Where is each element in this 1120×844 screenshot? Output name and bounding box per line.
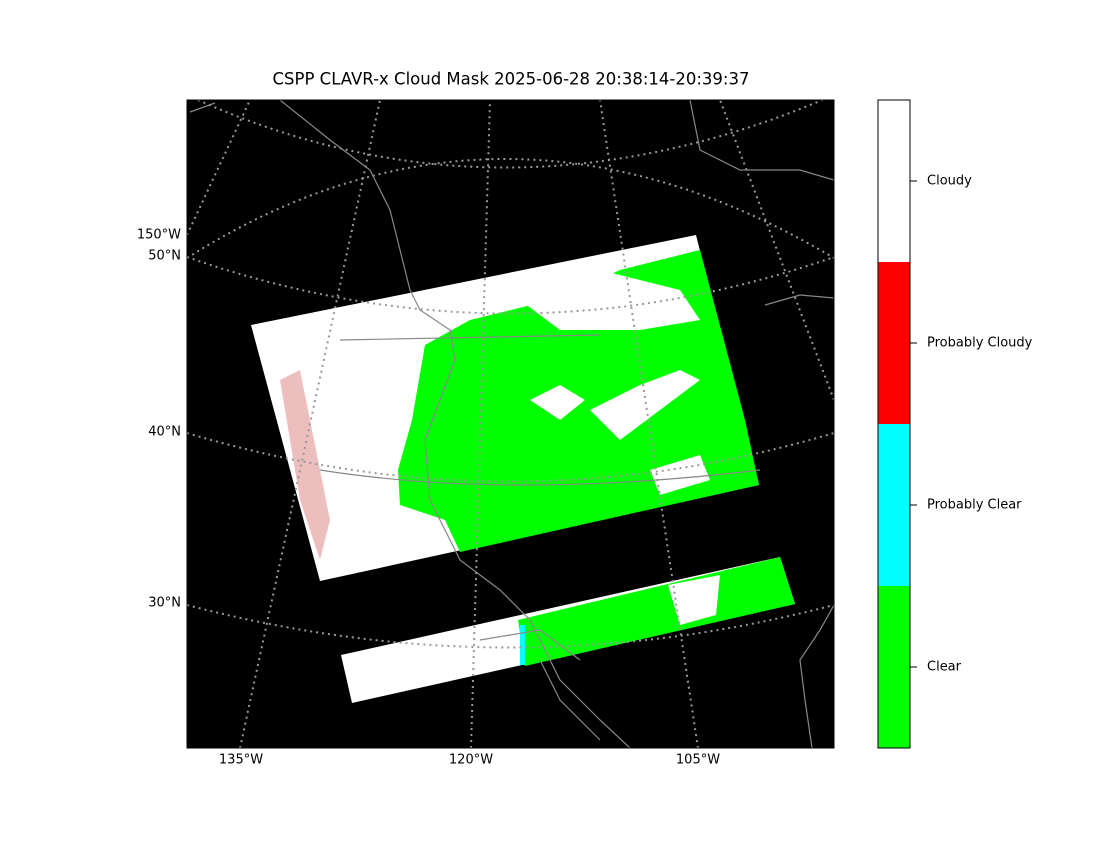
- coastline: [689, 100, 834, 748]
- graticule: [195, 100, 825, 169]
- coastline: [189, 100, 631, 748]
- map-frame: [186, 99, 835, 749]
- colorbar-frame: [877, 99, 911, 749]
- graticule: [187, 100, 251, 236]
- lat-label: 150°W: [137, 228, 181, 243]
- colorbar-label: Cloudy: [927, 174, 972, 189]
- cloud-area: [530, 385, 585, 420]
- lat-label: 30°N: [148, 596, 181, 611]
- colorbar-segment: [878, 262, 910, 424]
- probably-clear-area: [520, 625, 525, 665]
- colorbar: Cloudy Probably Cloudy Probably Clear Clear: [877, 99, 1033, 749]
- cloud-area: [668, 575, 720, 625]
- border: [319, 334, 761, 661]
- colorbar-segment: [878, 424, 910, 586]
- clear-area: [518, 557, 795, 666]
- colorbar-label: Probably Clear: [927, 498, 1022, 513]
- colorbar-segment: [878, 586, 910, 748]
- colorbar-segment: [878, 100, 910, 262]
- map: [186, 99, 835, 749]
- coastline: [539, 659, 601, 741]
- cloud-area: [520, 270, 700, 330]
- lon-label: 135°W: [219, 753, 263, 768]
- colorbar-label: Clear: [927, 660, 962, 675]
- graticule: [187, 158, 834, 259]
- graticule: [239, 100, 381, 748]
- cloud-area: [650, 455, 710, 495]
- graticule: [187, 256, 834, 315]
- colorbar-label: Probably Cloudy: [927, 336, 1033, 351]
- graticule: [599, 100, 699, 748]
- mixed-area: [280, 370, 330, 560]
- graticule: [470, 100, 491, 748]
- title: CSPP CLAVR-x Cloud Mask 2025-06-28 20:38…: [273, 70, 750, 89]
- cloud-area: [590, 370, 700, 440]
- lat-label: 50°N: [148, 249, 181, 264]
- lon-label: 120°W: [449, 753, 493, 768]
- lat-label: 40°N: [148, 425, 181, 440]
- lon-label: 105°W: [676, 753, 720, 768]
- map-labels: 135°W 120°W 105°W 150°W 50°N 40°N 30°N: [137, 228, 720, 768]
